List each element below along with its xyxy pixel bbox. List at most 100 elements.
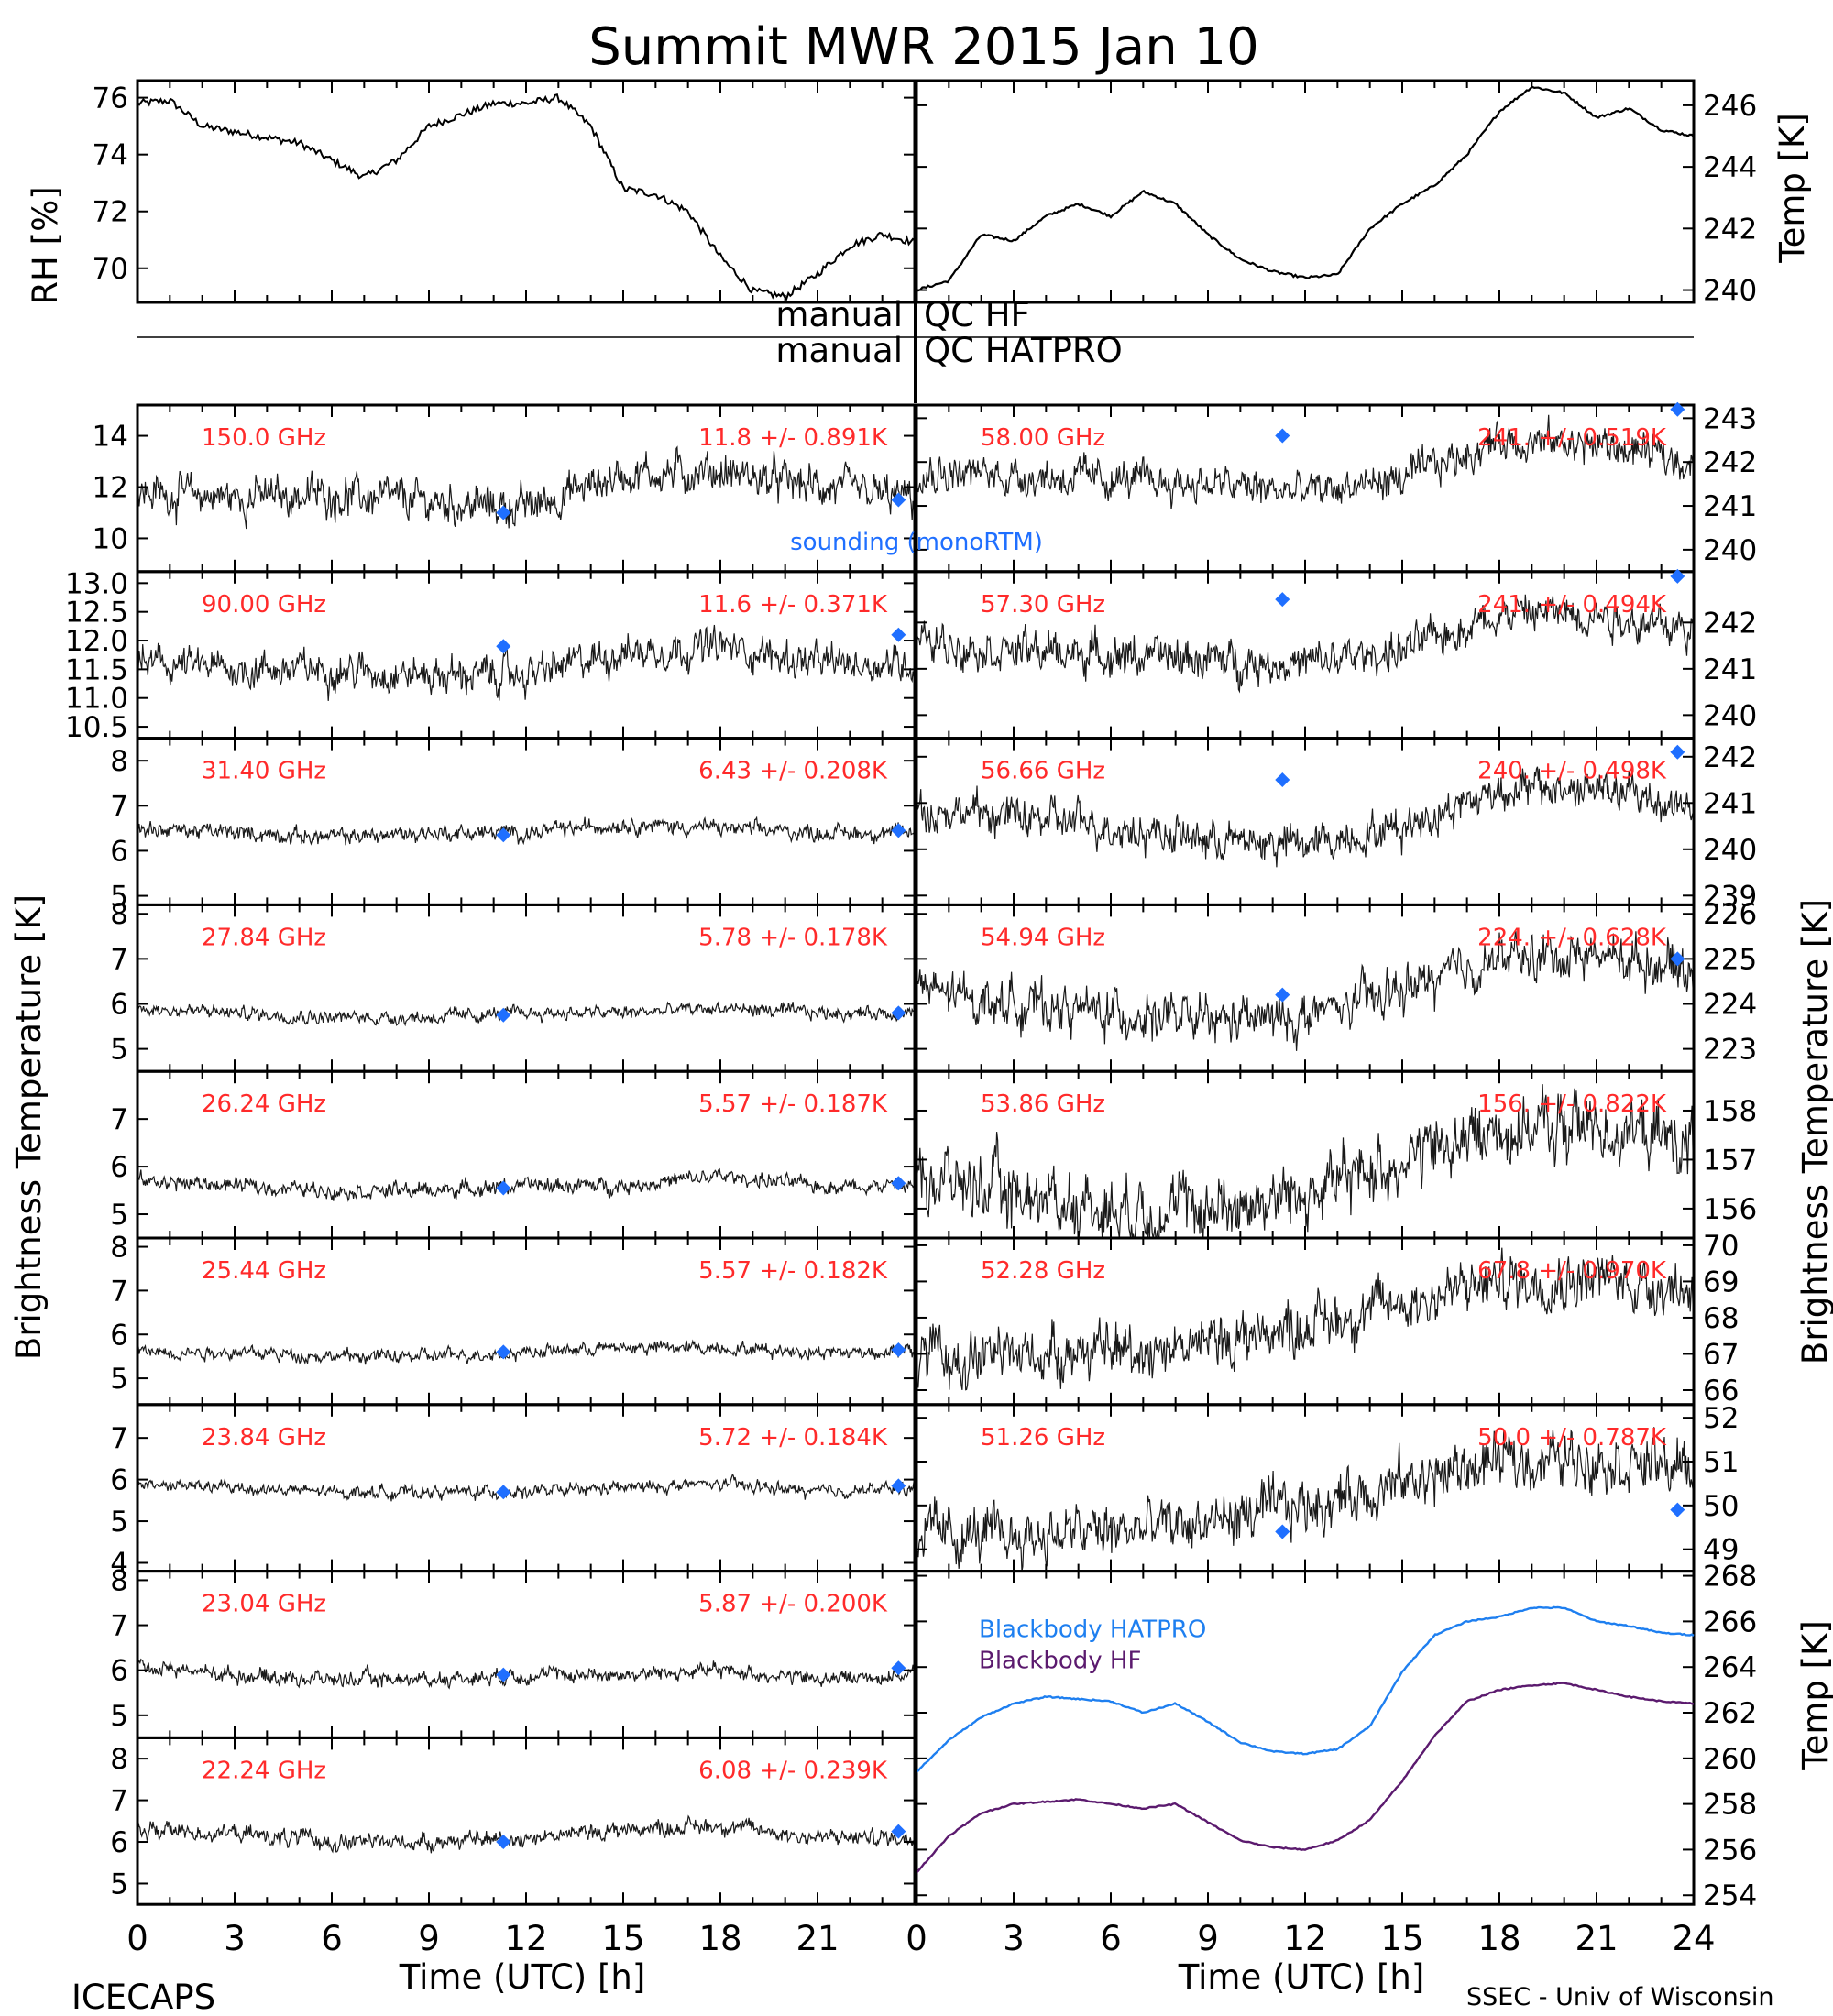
- data-trace: [916, 414, 1695, 509]
- y-tick-label: 8: [110, 1743, 128, 1776]
- y-tick-label: 70: [93, 253, 128, 286]
- y-tick-label: 51: [1703, 1446, 1739, 1479]
- x-tick-label-right: 21: [1575, 1919, 1618, 1958]
- y-tick-label: 262: [1703, 1697, 1757, 1730]
- y-tick-label: 157: [1703, 1144, 1757, 1177]
- sounding-point: [1275, 987, 1290, 1003]
- channel-label: 22.24 GHz: [202, 1757, 326, 1784]
- channel-stat: 5.78 +/- 0.178K: [698, 924, 888, 951]
- sounding-point: [891, 1342, 906, 1357]
- channel-label: 23.04 GHz: [202, 1591, 326, 1618]
- x-tick-label-left: 21: [796, 1919, 839, 1958]
- qc-hatpro-label-right: QC HATPRO: [924, 331, 1123, 370]
- y-tick-label: 50: [1703, 1490, 1739, 1523]
- y-tick-label: 258: [1703, 1789, 1757, 1822]
- panel-right-5126GHz: 49 50 51 52 51.26 GHz 50.0 +/- 0.787K: [915, 1402, 1739, 1573]
- y-tick-label: 8: [110, 1232, 128, 1265]
- y-tick-label: 7: [110, 1103, 128, 1136]
- y-tick-label: 243: [1703, 402, 1757, 435]
- x-tick-label-right: 6: [1100, 1919, 1122, 1958]
- data-trace: [137, 1474, 916, 1502]
- y-tick-label: 12: [93, 472, 128, 505]
- x-tick-label-left: 15: [601, 1919, 644, 1958]
- figure-title: Summit MWR 2015 Jan 10: [588, 17, 1259, 77]
- sounding-point: [1275, 592, 1290, 608]
- channel-stat: 11.8 +/- 0.891K: [698, 424, 888, 452]
- data-trace: [137, 624, 916, 701]
- x-tick-label-right: 0: [906, 1919, 927, 1958]
- data-trace: [137, 816, 916, 846]
- sounding-point: [891, 627, 906, 642]
- y-tick-label: 13.0: [65, 567, 128, 600]
- x-axis-label-left: Time (UTC) [h]: [399, 1957, 646, 1997]
- data-trace: [916, 929, 1695, 1051]
- channel-stat: 11.6 +/- 0.371K: [698, 591, 888, 619]
- sounding-point: [1670, 1502, 1685, 1517]
- channel-label: 25.44 GHz: [202, 1257, 326, 1285]
- channel-label: 53.86 GHz: [981, 1090, 1105, 1118]
- footer-icecaps: ICECAPS: [71, 1978, 215, 2016]
- data-trace: [137, 1167, 916, 1202]
- data-trace: [916, 1247, 1695, 1391]
- y-tick-label: 242: [1703, 213, 1757, 246]
- y-tick-label: 242: [1703, 741, 1757, 774]
- bb-hf-line: [916, 1682, 1695, 1874]
- y-tick-label: 5: [110, 1868, 128, 1901]
- panel-left-2784GHz: 5 6 7 8 27.84 GHz 5.78 +/- 0.178K: [110, 898, 916, 1073]
- y-tick-label: 264: [1703, 1651, 1757, 1684]
- x-tick-label-left: 9: [418, 1919, 440, 1958]
- y-tick-label: 8: [110, 898, 128, 931]
- sounding-point: [496, 1007, 511, 1023]
- y-tick-label: 5: [110, 1199, 128, 1232]
- right-y-axis-label: Brightness Temperature [K]: [1795, 899, 1833, 1364]
- sounding-point: [891, 1478, 906, 1494]
- y-tick-label: 226: [1703, 898, 1757, 931]
- data-trace: [137, 1001, 916, 1027]
- y-tick-label: 12.5: [65, 597, 128, 630]
- panel-frame: [915, 79, 1696, 304]
- y-tick-label: 241: [1703, 787, 1757, 820]
- y-tick-label: 5: [110, 1506, 128, 1539]
- rh-axis-label: RH [%]: [26, 186, 65, 304]
- sounding-point: [1670, 744, 1685, 760]
- y-tick-label: 12.0: [65, 625, 128, 658]
- panel-right-5386GHz: 156 157 158 53.86 GHz 156. +/- 0.822K: [915, 1069, 1757, 1240]
- panel-right-5730GHz: 240 241 242 57.30 GHz 241. +/- 0.494K: [915, 568, 1757, 740]
- y-tick-label: 67: [1703, 1338, 1739, 1371]
- data-trace: [916, 594, 1695, 694]
- y-tick-label: 14: [93, 421, 128, 454]
- x-tick-label-right: 18: [1477, 1919, 1520, 1958]
- sounding-point: [1670, 401, 1685, 417]
- panel-left-9000GHz: 10.511.011.512.012.513.0 90.00 GHz 11.6 +/…: [65, 567, 916, 744]
- y-tick-label: 246: [1703, 90, 1757, 123]
- sounding-point: [496, 1485, 511, 1500]
- y-tick-label: 68: [1703, 1302, 1739, 1335]
- channel-stat: 224. +/- 0.628K: [1477, 924, 1667, 951]
- temp-trace: [916, 85, 1695, 292]
- channel-label: 57.30 GHz: [981, 591, 1105, 619]
- panel-temp-: 240 242 244 246: [915, 79, 1757, 308]
- y-tick-label: 7: [110, 1422, 128, 1455]
- sounding-point: [496, 1344, 511, 1360]
- channel-stat: 241. +/- 0.519K: [1477, 424, 1667, 452]
- channel-label: 51.26 GHz: [981, 1424, 1105, 1452]
- y-tick-label: 6: [110, 1464, 128, 1497]
- blackbody-y-axis-label: Temp [K]: [1795, 1620, 1833, 1771]
- y-tick-label: 49: [1703, 1534, 1739, 1567]
- y-tick-label: 256: [1703, 1834, 1757, 1867]
- y-tick-label: 76: [93, 82, 128, 115]
- channel-stat: 6.08 +/- 0.239K: [698, 1757, 888, 1784]
- y-tick-label: 266: [1703, 1605, 1757, 1638]
- sounding-point: [496, 505, 511, 520]
- data-trace: [137, 1339, 916, 1365]
- channel-label: 27.84 GHz: [202, 924, 326, 951]
- channel-label: 23.84 GHz: [202, 1424, 326, 1452]
- y-tick-label: 10: [93, 522, 128, 555]
- x-axis-label-right: Time (UTC) [h]: [1178, 1957, 1425, 1997]
- data-trace: [916, 1427, 1695, 1572]
- x-tick-label-right: 3: [1003, 1919, 1025, 1958]
- y-tick-label: 6: [110, 988, 128, 1021]
- y-tick-label: 6: [110, 1151, 128, 1184]
- channel-stat: 156. +/- 0.822K: [1477, 1090, 1667, 1118]
- legend-bb-hf: Blackbody HF: [979, 1648, 1141, 1675]
